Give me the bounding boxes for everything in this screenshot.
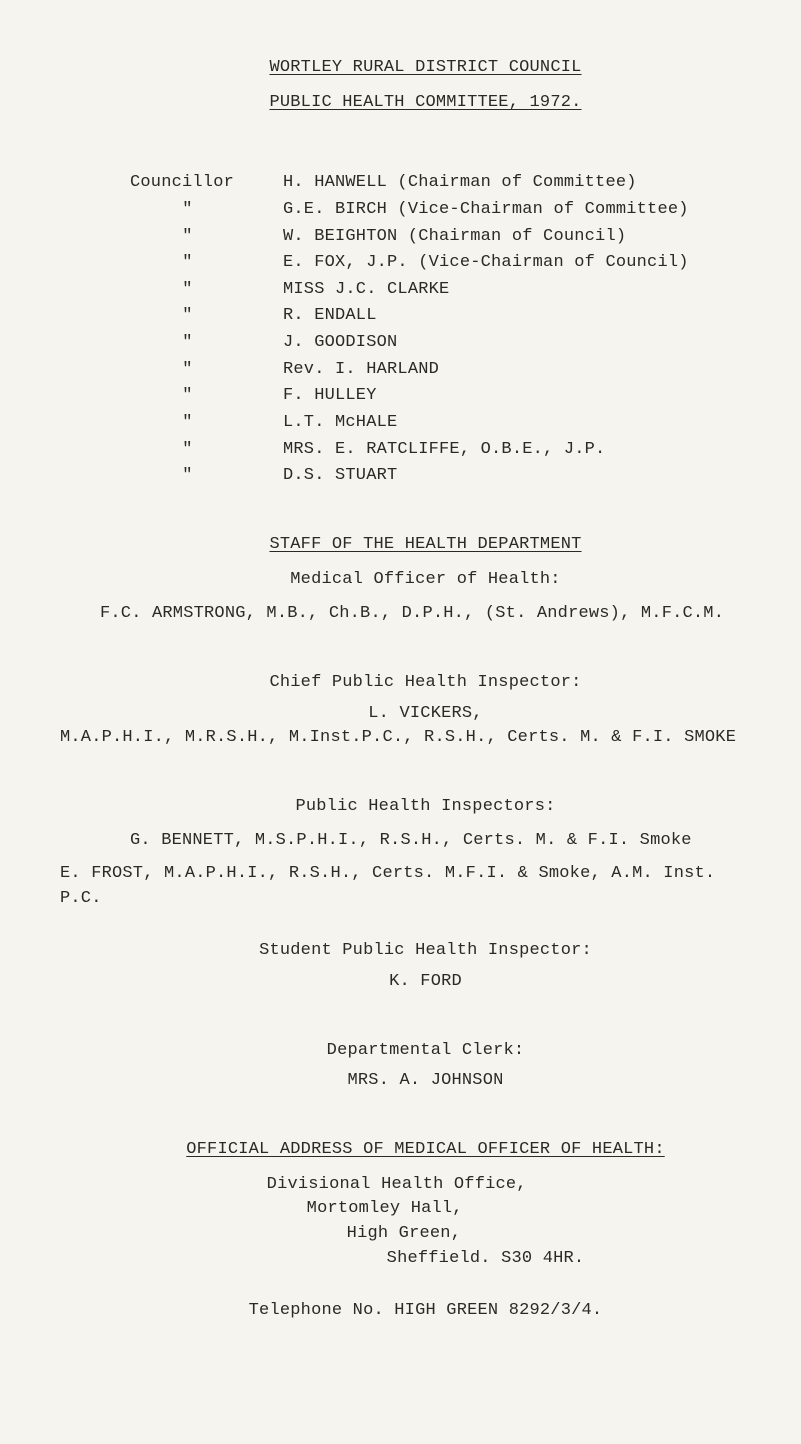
moh-title: Medical Officer of Health: xyxy=(290,570,560,589)
phi-person-1: G. BENNETT, M.S.P.H.I., R.S.H., Certs. M… xyxy=(130,829,741,854)
address-line: High Green, xyxy=(267,1222,585,1247)
councillor-member: G.E. BIRCH (Vice-Chairman of Committee) xyxy=(283,198,741,223)
ditto-mark: " xyxy=(130,411,275,436)
councillor-member: R. ENDALL xyxy=(283,304,741,329)
sphi-title: Student Public Health Inspector: xyxy=(259,941,592,960)
councillor-list: Councillor H. HANWELL (Chairman of Commit… xyxy=(130,171,741,489)
ditto-mark: " xyxy=(130,358,275,383)
councillor-member: E. FOX, J.P. (Vice-Chairman of Council) xyxy=(283,251,741,276)
address-line: Divisional Health Office, xyxy=(267,1173,585,1198)
councillor-member: Rev. I. HARLAND xyxy=(283,358,741,383)
telephone: Telephone No. HIGH GREEN 8292/3/4. xyxy=(249,1301,603,1320)
ditto-mark: " xyxy=(130,464,275,489)
staff-section: STAFF OF THE HEALTH DEPARTMENT Medical O… xyxy=(110,533,741,592)
moh-person: F.C. ARMSTRONG, M.B., Ch.B., D.P.H., (St… xyxy=(100,602,741,627)
cphi-title: Chief Public Health Inspector: xyxy=(269,673,581,692)
committee-title: PUBLIC HEALTH COMMITTEE, 1972. xyxy=(269,93,581,112)
councillor-lead-label: Councillor xyxy=(130,171,275,196)
phi-person-2: E. FROST, M.A.P.H.I., R.S.H., Certs. M.F… xyxy=(60,862,741,911)
councillor-member: J. GOODISON xyxy=(283,331,741,356)
org-title: WORTLEY RURAL DISTRICT COUNCIL xyxy=(269,58,581,77)
ditto-mark: " xyxy=(130,251,275,276)
address-line: Sheffield. S30 4HR. xyxy=(267,1247,585,1272)
cphi-quals: M.A.P.H.I., M.R.S.H., M.Inst.P.C., R.S.H… xyxy=(60,726,741,751)
clerk-person: MRS. A. JOHNSON xyxy=(347,1071,503,1090)
clerk-title: Departmental Clerk: xyxy=(327,1041,525,1060)
address-line: Mortomley Hall, xyxy=(267,1197,585,1222)
ditto-mark: " xyxy=(130,278,275,303)
staff-heading: STAFF OF THE HEALTH DEPARTMENT xyxy=(269,535,581,554)
councillor-member: L.T. McHALE xyxy=(283,411,741,436)
address-block: Divisional Health Office, Mortomley Hall… xyxy=(267,1173,585,1272)
ditto-mark: " xyxy=(130,225,275,250)
cphi-name: L. VICKERS, xyxy=(368,704,482,723)
councillor-member: MISS J.C. CLARKE xyxy=(283,278,741,303)
councillor-member: D.S. STUART xyxy=(283,464,741,489)
councillor-member: W. BEIGHTON (Chairman of Council) xyxy=(283,225,741,250)
ditto-mark: " xyxy=(130,198,275,223)
councillor-member: F. HULLEY xyxy=(283,384,741,409)
ditto-mark: " xyxy=(130,384,275,409)
ditto-mark: " xyxy=(130,304,275,329)
councillor-member: H. HANWELL (Chairman of Committee) xyxy=(283,171,741,196)
phi-title: Public Health Inspectors: xyxy=(295,797,555,816)
header-block: WORTLEY RURAL DISTRICT COUNCIL PUBLIC HE… xyxy=(110,56,741,115)
ditto-mark: " xyxy=(130,438,275,463)
councillor-member: MRS. E. RATCLIFFE, O.B.E., J.P. xyxy=(283,438,741,463)
ditto-mark: " xyxy=(130,331,275,356)
sphi-person: K. FORD xyxy=(389,972,462,991)
document-page: WORTLEY RURAL DISTRICT COUNCIL PUBLIC HE… xyxy=(0,0,801,1444)
address-heading: OFFICIAL ADDRESS OF MEDICAL OFFICER OF H… xyxy=(186,1140,664,1159)
